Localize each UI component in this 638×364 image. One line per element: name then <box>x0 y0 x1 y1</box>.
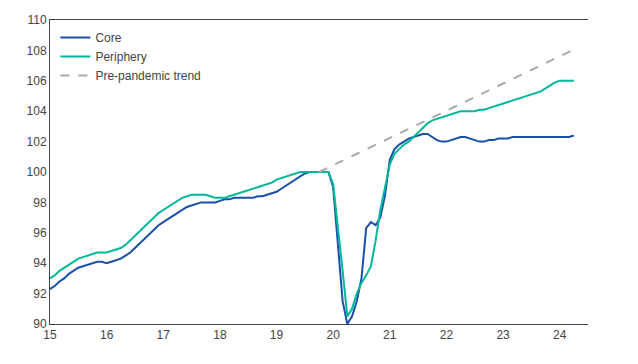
svg-text:22: 22 <box>440 328 454 342</box>
svg-text:106: 106 <box>27 74 47 88</box>
svg-text:90: 90 <box>33 317 47 331</box>
svg-text:104: 104 <box>27 104 47 118</box>
svg-text:94: 94 <box>33 256 47 270</box>
svg-text:15: 15 <box>43 328 57 342</box>
svg-text:102: 102 <box>27 135 47 149</box>
svg-text:Pre-pandemic trend: Pre-pandemic trend <box>95 69 200 83</box>
svg-text:100: 100 <box>27 165 47 179</box>
svg-text:98: 98 <box>33 196 47 210</box>
svg-text:16: 16 <box>100 328 114 342</box>
svg-text:96: 96 <box>33 226 47 240</box>
svg-text:19: 19 <box>270 328 284 342</box>
svg-text:20: 20 <box>326 328 340 342</box>
svg-text:Core: Core <box>95 31 121 45</box>
svg-text:23: 23 <box>496 328 510 342</box>
svg-text:18: 18 <box>213 328 227 342</box>
svg-text:24: 24 <box>553 328 567 342</box>
svg-text:17: 17 <box>157 328 171 342</box>
svg-text:92: 92 <box>33 287 47 301</box>
svg-text:Periphery: Periphery <box>95 50 146 64</box>
svg-text:108: 108 <box>27 44 47 58</box>
svg-text:110: 110 <box>27 13 46 27</box>
svg-text:21: 21 <box>383 328 397 342</box>
